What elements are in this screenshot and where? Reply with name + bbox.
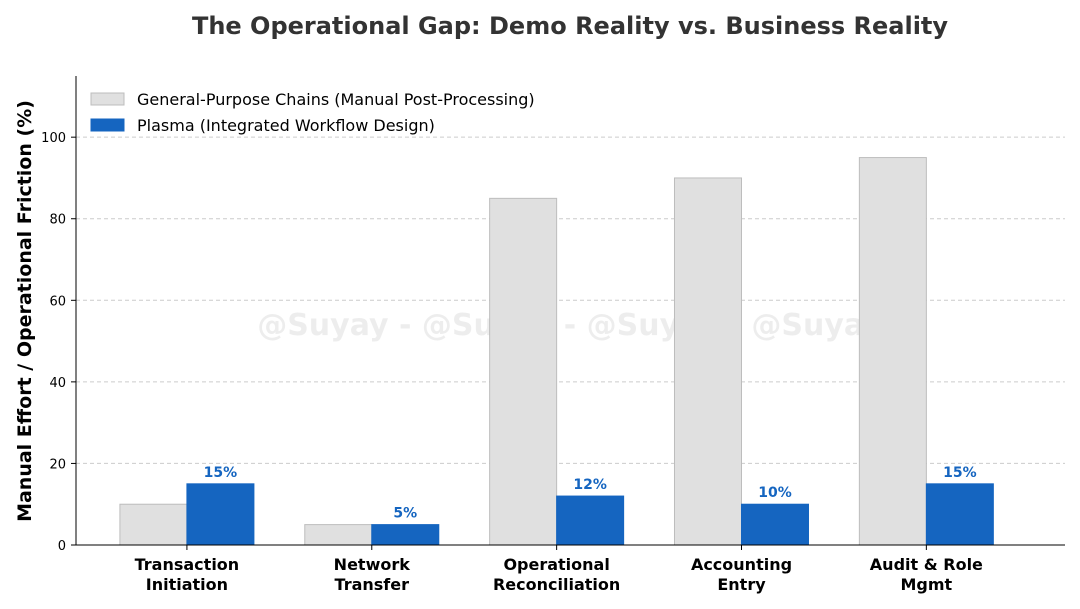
- chart-title: The Operational Gap: Demo Reality vs. Bu…: [192, 12, 948, 40]
- bars: [119, 157, 994, 546]
- x-tick-label: Transaction: [135, 555, 240, 574]
- data-label: 15%: [204, 465, 238, 481]
- data-label: 5%: [393, 506, 417, 522]
- y-tick-label: 60: [49, 294, 66, 309]
- bar-general: [489, 197, 558, 546]
- x-tick-label: Accounting: [691, 555, 792, 574]
- y-tick-label: 20: [49, 457, 66, 472]
- x-tick-label: Audit & Role: [870, 555, 983, 574]
- bar-general: [673, 177, 742, 546]
- data-label: 12%: [573, 477, 607, 493]
- y-tick-label: 80: [49, 213, 66, 228]
- gridlines: [76, 136, 1065, 464]
- y-axis-label: Manual Effort / Operational Friction (%): [14, 100, 36, 522]
- legend-swatch: [90, 118, 125, 132]
- bar-plasma: [740, 503, 809, 546]
- data-label: 15%: [943, 465, 977, 481]
- x-tick-label: Mgmt: [901, 575, 953, 594]
- axes: [75, 76, 1065, 546]
- bar-plasma: [925, 483, 994, 546]
- y-tick-label: 100: [41, 131, 66, 146]
- y-tick-label: 0: [58, 539, 66, 554]
- x-tick-label: Initiation: [146, 575, 228, 594]
- data-labels: 15% 5% 12% 10% 15%: [204, 465, 977, 522]
- bar-general: [304, 524, 373, 546]
- x-tick-label: Entry: [717, 575, 766, 594]
- bar-plasma: [371, 524, 440, 546]
- legend-label: General-Purpose Chains (Manual Post-Proc…: [137, 90, 535, 109]
- x-tick-label: Operational: [503, 555, 609, 574]
- x-tick-label: Network: [334, 555, 411, 574]
- x-tick-label: Transfer: [335, 575, 410, 594]
- data-label: 10%: [758, 485, 792, 501]
- bar-general: [858, 157, 927, 546]
- watermark: @Suyay - @Suyay - @Suyay - @Suyay: [257, 308, 883, 343]
- y-ticks: 0 20 40 60 80 100: [41, 131, 76, 554]
- bar-plasma: [556, 495, 625, 546]
- legend: General-Purpose Chains (Manual Post-Proc…: [90, 90, 535, 135]
- legend-label: Plasma (Integrated Workflow Design): [137, 116, 435, 135]
- bar-general: [119, 503, 188, 546]
- legend-swatch: [90, 92, 125, 106]
- x-tick-label: Reconciliation: [493, 575, 620, 594]
- y-tick-label: 40: [49, 376, 66, 391]
- bar-plasma: [186, 483, 255, 546]
